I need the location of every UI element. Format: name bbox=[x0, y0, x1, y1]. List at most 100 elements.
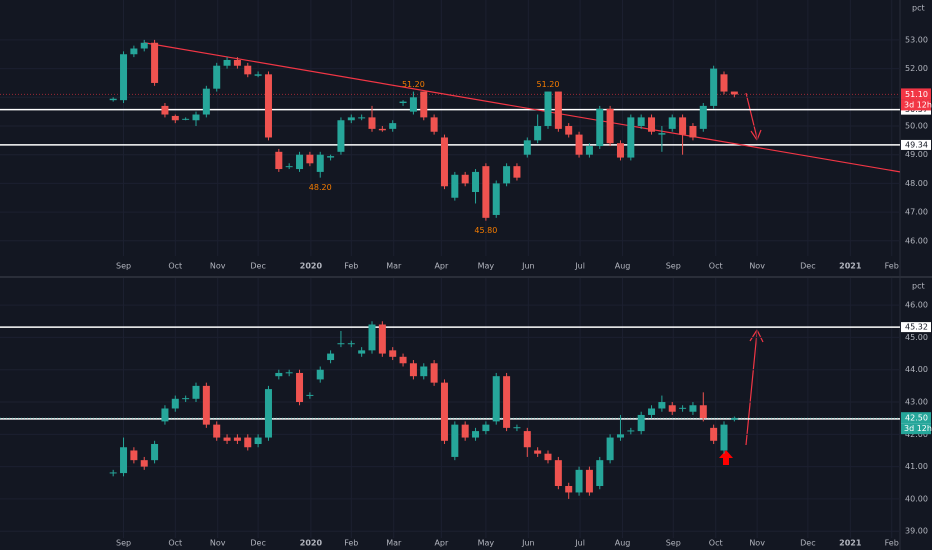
candle-body bbox=[244, 437, 252, 448]
candle-body bbox=[461, 174, 469, 184]
candle-body bbox=[648, 408, 656, 415]
x-tick-label: Nov bbox=[749, 539, 765, 548]
x-tick-label: Feb bbox=[344, 262, 358, 271]
candle-body bbox=[689, 125, 697, 138]
y-tick-label: 42.00 bbox=[905, 430, 928, 439]
candle-body bbox=[637, 117, 645, 126]
candle-body bbox=[151, 42, 159, 83]
x-tick-label: Dec bbox=[800, 262, 815, 271]
y-tick-label: 39.00 bbox=[905, 527, 928, 536]
candle-body bbox=[627, 430, 635, 432]
signal-arrow bbox=[719, 450, 733, 465]
plot bbox=[0, 0, 900, 256]
y-tick-label: 41.00 bbox=[905, 462, 928, 471]
x-tick-label: Oct bbox=[168, 539, 182, 548]
candle-body bbox=[244, 65, 252, 75]
candle-body bbox=[275, 151, 283, 170]
candle-body bbox=[616, 434, 624, 438]
candle-body bbox=[213, 424, 221, 438]
countdown-label: 3d 12h bbox=[904, 100, 932, 109]
price-tag-label: 45.32 bbox=[905, 323, 928, 332]
x-tick-label: Feb bbox=[344, 539, 358, 548]
candle-body bbox=[637, 414, 645, 432]
plot bbox=[0, 278, 900, 538]
x-tick-label: Jul bbox=[574, 539, 585, 548]
candle-body bbox=[472, 171, 480, 192]
candle-body bbox=[710, 68, 718, 106]
candle-body bbox=[544, 91, 552, 126]
candle-body bbox=[306, 394, 314, 396]
countdown-label: 3d 12h bbox=[904, 424, 932, 433]
y-tick-label: 40.00 bbox=[905, 494, 928, 503]
x-tick-label: Dec bbox=[250, 539, 265, 548]
candle-body bbox=[554, 460, 562, 486]
candle-body bbox=[668, 117, 676, 129]
last-price-label: 42.50 bbox=[905, 414, 928, 423]
candle-body bbox=[233, 437, 241, 441]
candle-body bbox=[264, 389, 272, 438]
candle-body bbox=[337, 120, 345, 152]
candle-body bbox=[575, 469, 583, 493]
high-low-label: 48.20 bbox=[309, 183, 332, 192]
candle-body bbox=[327, 353, 335, 361]
candle-body bbox=[523, 431, 531, 448]
candle-body bbox=[233, 59, 241, 66]
candle-body bbox=[606, 108, 614, 144]
candle-body bbox=[161, 408, 169, 422]
candle-body bbox=[461, 424, 469, 438]
candle-body bbox=[699, 105, 707, 129]
candle-body bbox=[451, 424, 459, 457]
candle-body bbox=[399, 356, 407, 364]
y-tick-label: 46.00 bbox=[905, 236, 928, 245]
candle-body bbox=[347, 343, 355, 345]
candle-body bbox=[616, 143, 624, 158]
x-tick-label: Mar bbox=[386, 539, 402, 548]
high-low-label: 51.20 bbox=[537, 80, 560, 89]
candle-body bbox=[730, 91, 738, 95]
candle-body bbox=[658, 402, 666, 409]
x-tick-label: Mar bbox=[386, 262, 402, 271]
candle-body bbox=[596, 108, 604, 147]
candle-body bbox=[492, 183, 500, 215]
unit-label: pct bbox=[912, 282, 925, 291]
x-tick-label: Apr bbox=[434, 262, 449, 271]
candle-body bbox=[420, 91, 428, 118]
candle-body bbox=[223, 437, 231, 441]
candle-body bbox=[171, 115, 179, 121]
x-tick-label: Jun bbox=[521, 262, 535, 271]
candle-body bbox=[161, 105, 169, 115]
candle-body bbox=[327, 156, 335, 158]
last-price-label: 51.10 bbox=[905, 90, 928, 99]
candle-body bbox=[503, 166, 511, 184]
candle-body bbox=[440, 137, 448, 187]
candle-body bbox=[472, 431, 480, 438]
candle-body bbox=[389, 350, 397, 357]
candle-body bbox=[296, 154, 304, 170]
candle-body bbox=[534, 125, 542, 141]
x-tick-label: 2021 bbox=[839, 262, 862, 271]
candle-body bbox=[120, 54, 128, 101]
arrow-down bbox=[745, 92, 758, 139]
candle-body bbox=[503, 376, 511, 428]
candle-body bbox=[306, 154, 314, 164]
candle-body bbox=[482, 166, 490, 218]
y-tick-label: 47.00 bbox=[905, 208, 928, 217]
candle-body bbox=[585, 469, 593, 493]
candle-body bbox=[192, 114, 200, 121]
last-price-tag bbox=[901, 88, 931, 100]
candle-body bbox=[337, 343, 345, 345]
x-tick-label: 2020 bbox=[300, 539, 323, 548]
y-tick-label: 45.00 bbox=[905, 333, 928, 342]
high-low-label: 51.20 bbox=[402, 80, 425, 89]
candle-body bbox=[606, 437, 614, 461]
candle-body bbox=[316, 369, 324, 380]
candle-body bbox=[140, 42, 148, 49]
candle-body bbox=[389, 123, 397, 129]
price-tag bbox=[901, 322, 931, 333]
x-tick-label: Jul bbox=[574, 262, 585, 271]
candle-body bbox=[730, 418, 738, 420]
candle-body bbox=[565, 125, 573, 135]
x-tick-label: Oct bbox=[168, 262, 182, 271]
x-tick-label: Nov bbox=[210, 539, 226, 548]
y-tick-label: 43.00 bbox=[905, 398, 928, 407]
